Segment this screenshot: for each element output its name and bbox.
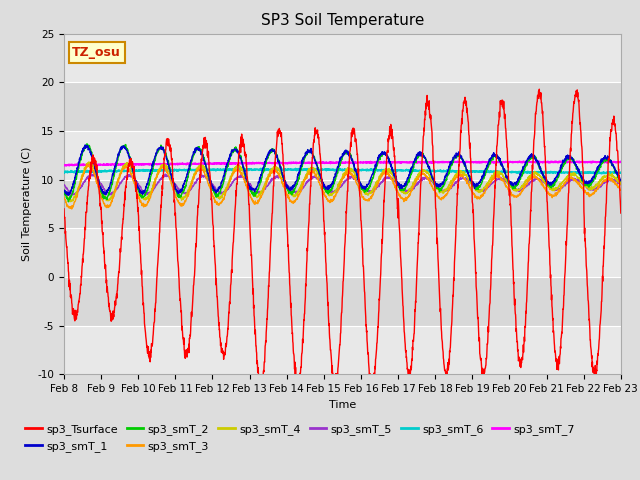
Bar: [64, 228, 621, 277]
Y-axis label: Soil Temperature (C): Soil Temperature (C): [22, 147, 32, 261]
Title: SP3 Soil Temperature: SP3 Soil Temperature: [260, 13, 424, 28]
Bar: [64, 34, 621, 82]
Bar: [64, 82, 621, 131]
Bar: [64, 131, 621, 180]
X-axis label: Time: Time: [329, 400, 356, 409]
Text: TZ_osu: TZ_osu: [72, 46, 121, 59]
Legend: sp3_Tsurface, sp3_smT_1, sp3_smT_2, sp3_smT_3, sp3_smT_4, sp3_smT_5, sp3_smT_6, : sp3_Tsurface, sp3_smT_1, sp3_smT_2, sp3_…: [25, 424, 575, 452]
Bar: [64, 180, 621, 228]
Bar: [64, 326, 621, 374]
Bar: [64, 277, 621, 326]
